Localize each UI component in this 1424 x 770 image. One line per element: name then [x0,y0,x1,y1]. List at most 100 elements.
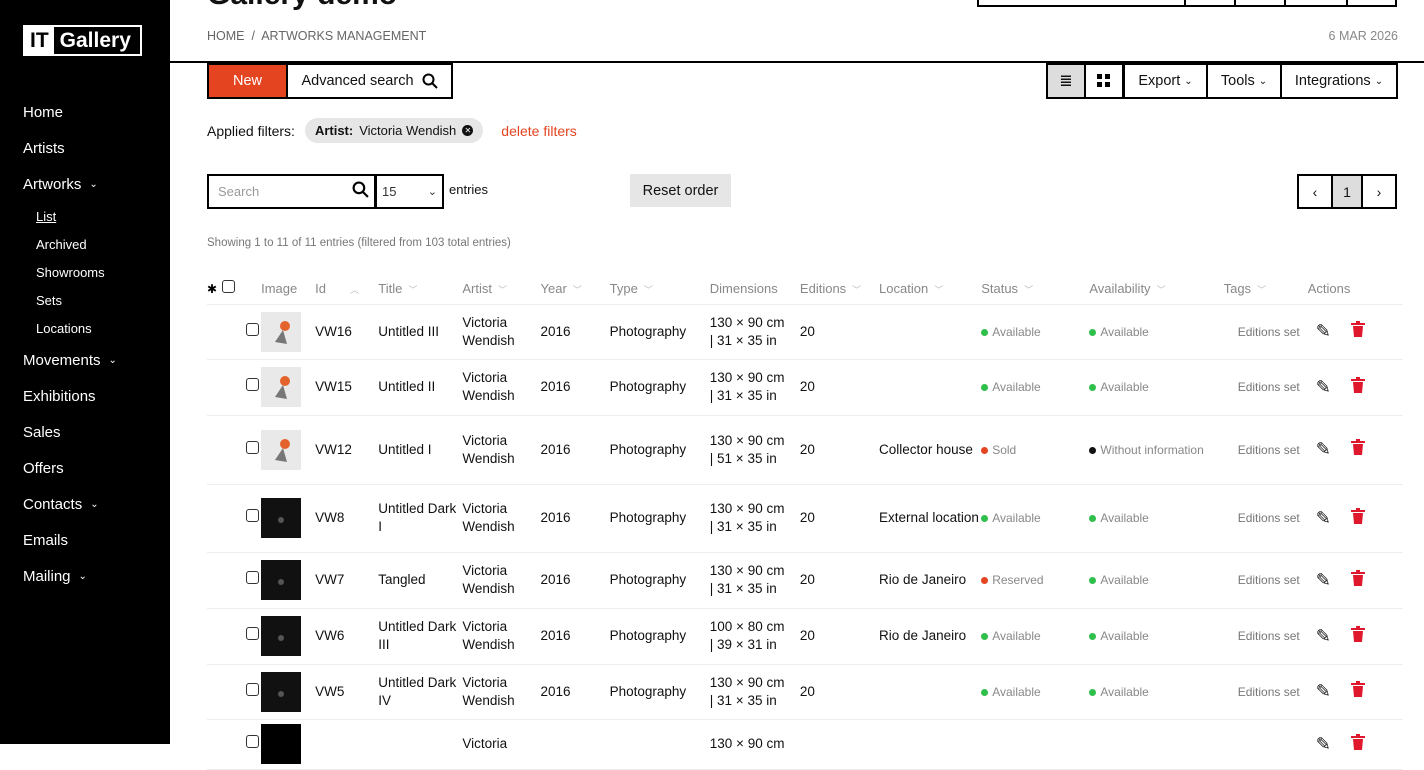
table-row[interactable]: VW6 Untitled Dark III Victoria Wendish 2… [207,608,1403,665]
column-header-year[interactable]: Year ﹀ [540,273,610,305]
breadcrumb-home[interactable]: HOME [207,29,245,43]
column-label: Type [609,280,638,296]
edit-icon[interactable]: ✎ [1315,569,1331,590]
column-header-id[interactable]: Id ︿ [315,273,379,305]
column-header-tags[interactable]: Tags ﹀ [1223,273,1308,305]
list-view-button[interactable]: ≣ [1046,63,1086,99]
row-select-cell [222,552,262,609]
reset-order-button[interactable]: Reset order [630,174,731,207]
sidebar-item-sales[interactable]: Sales [23,414,163,450]
table-row[interactable]: VW16 Untitled III Victoria Wendish 2016 … [207,304,1403,360]
trash-icon[interactable] [1350,569,1365,586]
artwork-thumbnail[interactable] [261,724,302,764]
edit-icon[interactable]: ✎ [1315,507,1331,528]
gear-icon[interactable]: ✱ [207,281,218,296]
column-header-title[interactable]: Title ﹀ [378,273,463,305]
logo[interactable]: IT Gallery [23,25,142,56]
edit-icon[interactable]: ✎ [1315,681,1331,701]
trash-icon[interactable] [1350,439,1365,455]
sidebar-item-exhibitions[interactable]: Exhibitions [23,378,163,414]
artwork-title[interactable]: Untitled I [378,415,463,485]
artwork-title[interactable] [378,719,463,770]
edit-icon[interactable]: ✎ [1315,376,1331,397]
artwork-thumbnail[interactable] [261,429,302,470]
export-dropdown[interactable]: Export ⌄ [1123,63,1208,99]
remove-filter-icon[interactable]: ✕ [462,125,474,136]
tools-dropdown[interactable]: Tools ⌄ [1206,63,1282,99]
column-header-editions[interactable]: Editions ﹀ [799,273,880,305]
column-header-artist[interactable]: Artist ﹀ [462,273,541,305]
sidebar-subitem-archived[interactable]: Archived [36,236,87,252]
table-row[interactable]: VW5 Untitled Dark IV Victoria Wendish 20… [207,664,1403,720]
sidebar-subitem-list[interactable]: List [36,208,57,224]
next-page-button[interactable]: › [1376,183,1382,200]
column-header-location[interactable]: Location ﹀ [879,273,982,305]
sidebar-item-label: Offers [23,459,64,477]
artwork-editions: 20 [799,304,880,360]
artwork-thumbnail[interactable] [261,671,302,712]
page-size-select[interactable]: 15 ⌄ [375,174,444,209]
row-checkbox[interactable] [246,440,260,454]
table-row[interactable]: Victoria 130 × 90 cm ✎ [207,719,1403,770]
row-checkbox[interactable] [246,682,260,696]
new-button[interactable]: New [207,63,288,99]
artwork-thumbnail[interactable] [261,367,302,407]
trash-icon[interactable] [1350,376,1365,393]
artwork-title[interactable]: Untitled Dark III [378,608,463,665]
row-select-cell [222,304,262,360]
prev-page-button[interactable]: ‹ [1312,183,1318,200]
sidebar-subitem-showrooms[interactable]: Showrooms [36,264,105,280]
grid-view-button[interactable] [1084,63,1124,99]
artwork-thumbnail[interactable] [261,616,302,656]
artwork-title[interactable]: Untitled Dark I [378,484,463,553]
table-row[interactable]: VW12 Untitled I Victoria Wendish 2016 Ph… [207,415,1403,485]
sidebar-item-artworks[interactable]: Artworks ⌄ [23,166,163,202]
edit-icon[interactable]: ✎ [1315,625,1331,646]
row-checkbox[interactable] [246,571,260,584]
artwork-title[interactable]: Untitled III [378,304,463,360]
page-button[interactable]: 1 [1331,176,1363,207]
row-checkbox[interactable] [246,735,260,748]
sidebar-item-artists[interactable]: Artists [23,130,163,166]
row-checkbox[interactable] [246,509,260,522]
integrations-dropdown[interactable]: Integrations ⌄ [1280,63,1398,99]
trash-icon[interactable] [1350,681,1365,697]
artwork-title[interactable]: Tangled [378,552,463,609]
column-header-availability[interactable]: Availability ﹀ [1089,273,1224,305]
search-icon[interactable] [352,181,369,198]
table-row[interactable]: VW15 Untitled II Victoria Wendish 2016 P… [207,359,1403,416]
sidebar-item-offers[interactable]: Offers [23,450,163,486]
edit-icon[interactable]: ✎ [1315,439,1331,459]
trash-icon[interactable] [1350,733,1365,750]
sidebar-item-contacts[interactable]: Contacts ⌄ [23,486,163,522]
artwork-type: Photography [609,552,710,609]
sidebar-item-movements[interactable]: Movements ⌄ [23,342,163,378]
table-row[interactable]: VW7 Tangled Victoria Wendish 2016 Photog… [207,552,1403,609]
advanced-search-button[interactable]: Advanced search [286,63,453,99]
sidebar-subitem-sets[interactable]: Sets [36,292,63,308]
trash-icon[interactable] [1350,507,1365,524]
search-input[interactable]: Search [207,174,376,209]
delete-filters-link[interactable]: delete filters [501,122,577,139]
artwork-thumbnail[interactable] [261,498,302,538]
artwork-title[interactable]: Untitled Dark IV [378,664,463,720]
table-row[interactable]: VW8 Untitled Dark I Victoria Wendish 201… [207,484,1403,553]
artwork-thumbnail[interactable] [261,560,302,600]
sidebar-item-emails[interactable]: Emails [23,522,163,558]
sidebar-subitem-locations[interactable]: Locations [36,320,92,336]
row-checkbox[interactable] [246,378,260,391]
row-checkbox[interactable] [246,322,260,336]
artwork-title[interactable]: Untitled II [378,359,463,416]
row-checkbox[interactable] [246,627,260,640]
select-all-checkbox[interactable] [222,280,236,294]
artwork-thumbnail[interactable] [261,311,302,352]
trash-icon[interactable] [1350,625,1365,642]
row-spacer [207,552,223,609]
trash-icon[interactable] [1350,321,1365,337]
column-settings[interactable]: ✱ [207,273,223,305]
sidebar-item-home[interactable]: Home [23,94,163,130]
sidebar-item-mailing[interactable]: Mailing ⌄ [23,558,163,594]
column-header-type[interactable]: Type ﹀ [609,273,710,305]
column-header-status[interactable]: Status ﹀ [981,273,1090,305]
edit-icon[interactable]: ✎ [1315,321,1331,341]
